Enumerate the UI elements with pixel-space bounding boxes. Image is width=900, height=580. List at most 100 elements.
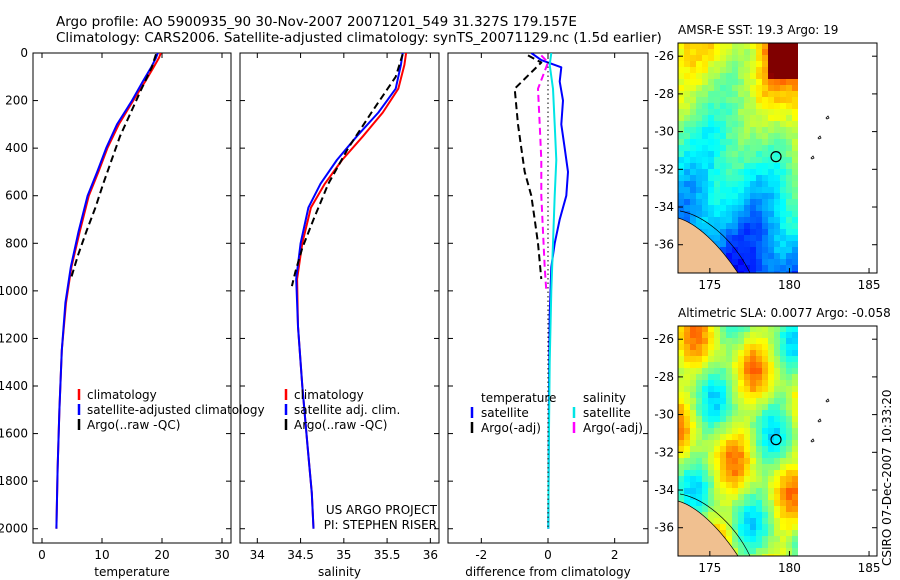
map-cell (714, 446, 720, 452)
map-cell (756, 548, 762, 554)
map-cell (708, 500, 714, 506)
map-cell (678, 187, 684, 193)
series-group (513, 53, 569, 529)
map-cell (744, 127, 750, 133)
map-cell (726, 332, 732, 338)
map-cell (690, 494, 696, 500)
map-cell (768, 43, 774, 49)
map-cell (762, 67, 768, 73)
map-cell (780, 61, 786, 67)
map-cell (756, 470, 762, 476)
x-tick-label: -2 (475, 548, 487, 562)
map-cell (780, 494, 786, 500)
map-cell (750, 193, 756, 199)
map-cell (756, 536, 762, 542)
map-cell (726, 404, 732, 410)
map-cell (714, 109, 720, 115)
map-cell (720, 109, 726, 115)
map-cell (762, 368, 768, 374)
map-cell (720, 127, 726, 133)
map-cell (780, 55, 786, 61)
map-cell (720, 386, 726, 392)
x-tick-label: 10 (94, 548, 109, 562)
map-cell (732, 121, 738, 127)
map-cell (720, 43, 726, 49)
map-cell (744, 404, 750, 410)
map-cell (750, 542, 756, 548)
map-cell (708, 410, 714, 416)
map-cell (714, 488, 720, 494)
map-cell (690, 151, 696, 157)
map-cell (780, 374, 786, 380)
map-cell (732, 446, 738, 452)
series-group (290, 53, 408, 529)
map-cell (732, 169, 738, 175)
map-cell (684, 145, 690, 151)
map-cell (774, 217, 780, 223)
map-cell (786, 386, 792, 392)
map-cell (744, 350, 750, 356)
map-cell (768, 61, 774, 67)
map-cell (726, 506, 732, 512)
map-cell (744, 356, 750, 362)
map-cell (690, 127, 696, 133)
map-cell (768, 554, 774, 556)
map-cell (768, 392, 774, 398)
y-tick-label: -26 (654, 49, 674, 63)
map-cell (726, 494, 732, 500)
map-cell (768, 386, 774, 392)
map-cell (732, 500, 738, 506)
map-cell (702, 344, 708, 350)
map-cell (678, 446, 684, 452)
map-cell (786, 374, 792, 380)
map-cell (720, 211, 726, 217)
map-cell (720, 452, 726, 458)
map-cell (684, 205, 690, 211)
map-cell (714, 380, 720, 386)
map-cell (726, 193, 732, 199)
map-cell (726, 392, 732, 398)
map-cell (726, 133, 732, 139)
map-cell (750, 271, 756, 273)
map-cell (732, 362, 738, 368)
map-cell (732, 506, 738, 512)
map-cell (714, 205, 720, 211)
map-cell (684, 139, 690, 145)
map-cell (678, 386, 684, 392)
map-cell (786, 356, 792, 362)
map-cell (750, 488, 756, 494)
map-cell (786, 416, 792, 422)
map-cell (756, 139, 762, 145)
map-cell (726, 211, 732, 217)
map-cell (768, 127, 774, 133)
map-cell (714, 193, 720, 199)
map-cell (774, 43, 780, 49)
map-cell (714, 416, 720, 422)
map-cell (696, 398, 702, 404)
map-cell (774, 211, 780, 217)
map-cell (678, 416, 684, 422)
map-cell (744, 398, 750, 404)
map-cell (768, 67, 774, 73)
map-cell (696, 223, 702, 229)
map-cell (726, 416, 732, 422)
map-cell (774, 91, 780, 97)
map-cell (744, 542, 750, 548)
map-cell (726, 163, 732, 169)
map-cell (738, 175, 744, 181)
map-cell (762, 187, 768, 193)
map-cell (762, 217, 768, 223)
map-cell (702, 43, 708, 49)
map-cell (738, 235, 744, 241)
map-cell (756, 386, 762, 392)
map-cell (726, 518, 732, 524)
map-cell (696, 67, 702, 73)
map-cell (774, 73, 780, 79)
map-cell (750, 410, 756, 416)
map-cell (732, 386, 738, 392)
map-cell (792, 73, 798, 79)
map-cell (714, 241, 720, 247)
map-cell (696, 97, 702, 103)
map-cell (708, 356, 714, 362)
map-cell (720, 470, 726, 476)
